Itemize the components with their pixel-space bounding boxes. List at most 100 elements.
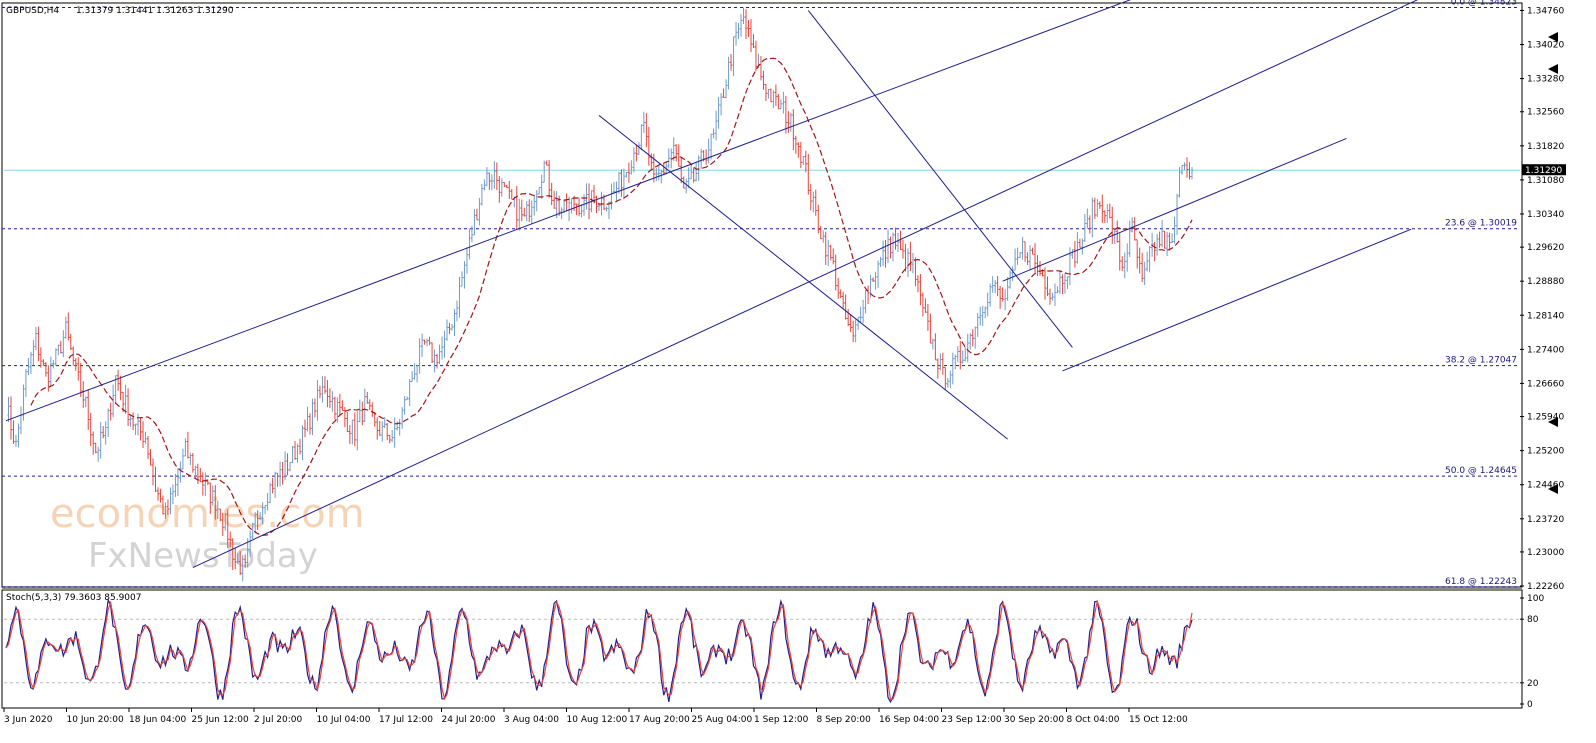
candle	[812, 191, 815, 213]
candle	[440, 336, 444, 360]
candle	[1043, 267, 1047, 300]
candle	[1053, 283, 1057, 306]
candle	[311, 398, 314, 436]
candle	[346, 411, 349, 433]
candle	[246, 538, 249, 568]
candle	[67, 312, 70, 341]
candle	[645, 113, 648, 148]
candle	[119, 375, 122, 401]
candle	[699, 148, 703, 169]
candle	[752, 34, 755, 49]
candle	[1153, 241, 1156, 262]
candle	[111, 384, 115, 418]
stoch-tick-label: 20	[1527, 679, 1539, 689]
candle	[1051, 292, 1054, 301]
candle	[79, 362, 82, 397]
candle	[248, 530, 252, 558]
candle	[273, 471, 277, 499]
candle	[448, 322, 451, 335]
candle	[709, 133, 713, 160]
candle	[1190, 167, 1194, 180]
candle	[144, 431, 147, 444]
candle	[1101, 194, 1104, 223]
candle	[306, 406, 309, 432]
candle	[1036, 255, 1039, 277]
candle	[961, 350, 964, 364]
candle	[1178, 167, 1181, 198]
chart-shift-up-icon[interactable]	[1548, 32, 1558, 42]
candle	[410, 371, 414, 383]
chart-shift-bot-icon[interactable]	[1548, 484, 1558, 494]
candle	[969, 333, 972, 350]
candle	[42, 359, 45, 366]
channel-line-4	[1002, 137, 1347, 282]
x-tick-label: 3 Jun 2020	[4, 715, 53, 725]
chart-shift-mid-icon[interactable]	[1548, 64, 1558, 74]
x-tick-label: 23 Sep 12:00	[942, 715, 1002, 725]
candle	[518, 198, 521, 231]
candle	[149, 448, 152, 466]
candle	[460, 271, 464, 287]
candle	[323, 376, 327, 394]
candle	[1140, 252, 1144, 283]
x-tick-label: 30 Sep 20:00	[1004, 715, 1064, 725]
candle	[1103, 210, 1106, 223]
candle	[124, 384, 127, 414]
chart-shift-markers[interactable]	[1548, 32, 1558, 494]
time-axis: 3 Jun 2020 10 Jun 20:00 18 Jun 04:00 25 Jun…	[3, 708, 1188, 725]
candle	[276, 472, 279, 487]
candle	[941, 352, 945, 375]
x-tick-label: 24 Jul 20:00	[442, 715, 496, 725]
candle	[802, 156, 805, 166]
candle	[959, 340, 962, 370]
candle	[243, 554, 247, 568]
candle	[931, 338, 935, 350]
candle	[333, 396, 337, 420]
candle	[351, 419, 354, 445]
candle	[341, 400, 344, 412]
candle	[844, 294, 847, 320]
candle	[577, 197, 581, 217]
candle	[493, 161, 496, 189]
candle	[729, 53, 733, 71]
candle	[827, 239, 830, 266]
candle	[1145, 251, 1149, 272]
candle	[353, 412, 357, 447]
candle	[734, 21, 738, 46]
y-tick-label: 1.29620	[1527, 243, 1564, 253]
candle	[689, 165, 693, 180]
candle	[336, 397, 339, 423]
y-tick-label: 1.26660	[1527, 379, 1564, 389]
candle	[896, 232, 900, 252]
candle	[605, 206, 608, 212]
candle	[625, 171, 628, 178]
x-tick-label: 2 Jul 20:00	[254, 715, 303, 725]
candle	[463, 261, 466, 289]
candle	[744, 9, 748, 40]
watermark: economies.com FxNewsToday	[50, 491, 365, 576]
candle	[251, 522, 254, 540]
candle	[998, 285, 1002, 309]
candle	[767, 88, 770, 99]
candle	[792, 109, 795, 151]
candle	[383, 416, 386, 428]
stoch-main-line	[5, 598, 1193, 704]
candle	[647, 126, 651, 166]
candle	[966, 333, 969, 363]
candle	[470, 225, 474, 243]
candle	[595, 195, 598, 214]
candle	[430, 342, 434, 364]
candle	[685, 178, 688, 194]
y-tick-label: 1.24460	[1527, 481, 1564, 491]
candle	[303, 419, 307, 438]
chart-shift-low-icon[interactable]	[1548, 417, 1558, 427]
y-tick-label: 1.28880	[1527, 277, 1564, 287]
candle	[475, 208, 479, 221]
candle	[769, 88, 773, 103]
candle	[1063, 273, 1067, 294]
candle	[779, 99, 783, 110]
candle	[687, 167, 690, 189]
candle	[503, 182, 506, 188]
candle	[478, 197, 481, 226]
candle	[191, 452, 195, 473]
